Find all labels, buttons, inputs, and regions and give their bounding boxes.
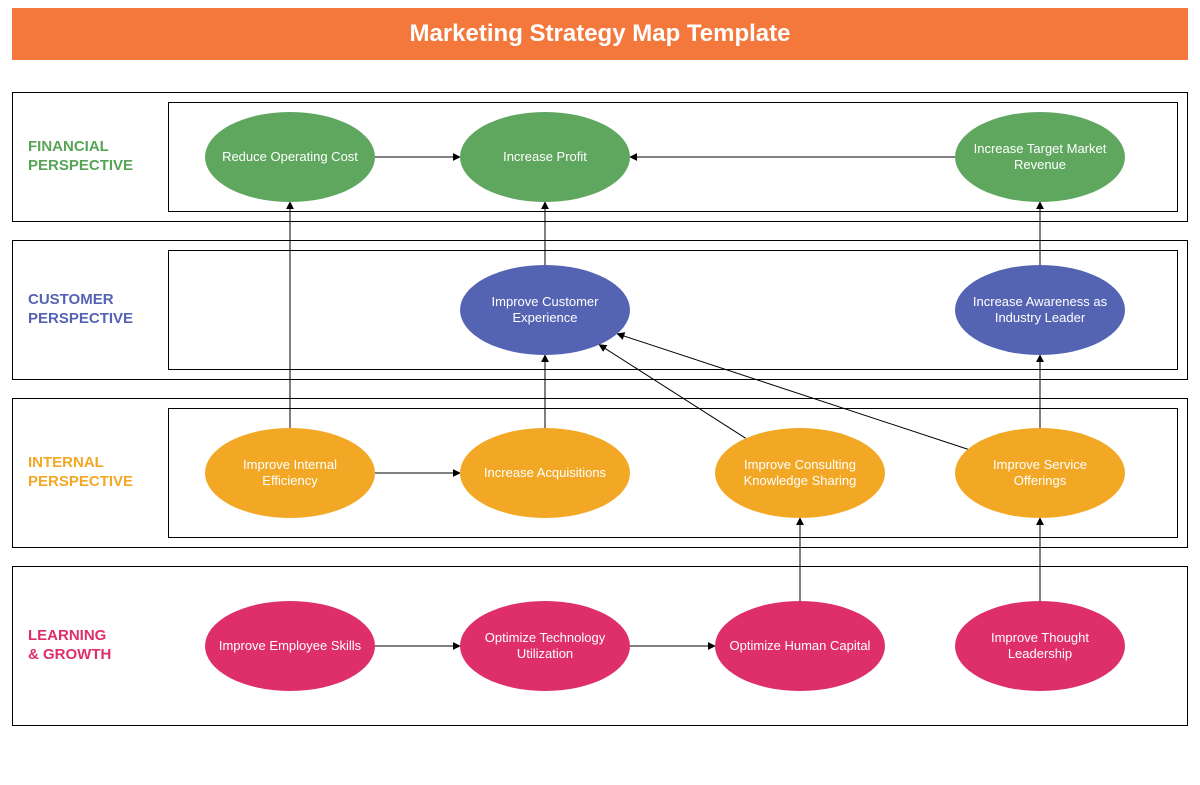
strategy-map-canvas: Marketing Strategy Map Template FINANCIA… xyxy=(0,0,1200,785)
node-label: Increase Acquisitions xyxy=(484,465,606,481)
node-improve-service: Improve Service Offerings xyxy=(955,428,1125,518)
node-label: Optimize Technology Utilization xyxy=(470,630,620,661)
node-label: Improve Consulting Knowledge Sharing xyxy=(725,457,875,488)
node-improve-thought: Improve Thought Leadership xyxy=(955,601,1125,691)
node-reduce-op-cost: Reduce Operating Cost xyxy=(205,112,375,202)
row-label-customer: CUSTOMER PERSPECTIVE xyxy=(28,240,158,380)
node-increase-profit: Increase Profit xyxy=(460,112,630,202)
node-improve-consult: Improve Consulting Knowledge Sharing xyxy=(715,428,885,518)
node-label: Improve Service Offerings xyxy=(965,457,1115,488)
node-increase-target: Increase Target Market Revenue xyxy=(955,112,1125,202)
node-label: Increase Target Market Revenue xyxy=(965,141,1115,172)
node-improve-int-eff: Improve Internal Efficiency xyxy=(205,428,375,518)
node-increase-acq: Increase Acquisitions xyxy=(460,428,630,518)
node-improve-cust-exp: Improve Customer Experience xyxy=(460,265,630,355)
node-label: Increase Awareness as Industry Leader xyxy=(965,294,1115,325)
node-increase-aware: Increase Awareness as Industry Leader xyxy=(955,265,1125,355)
row-label-text: CUSTOMER PERSPECTIVE xyxy=(28,291,133,329)
node-label: Improve Employee Skills xyxy=(219,638,361,654)
row-label-financial: FINANCIAL PERSPECTIVE xyxy=(28,92,158,222)
node-label: Reduce Operating Cost xyxy=(222,149,358,165)
node-improve-emp: Improve Employee Skills xyxy=(205,601,375,691)
node-label: Improve Thought Leadership xyxy=(965,630,1115,661)
node-optimize-human: Optimize Human Capital xyxy=(715,601,885,691)
row-label-learning: LEARNING & GROWTH xyxy=(28,566,158,726)
node-optimize-tech: Optimize Technology Utilization xyxy=(460,601,630,691)
row-label-text: INTERNAL PERSPECTIVE xyxy=(28,454,133,492)
row-label-text: FINANCIAL PERSPECTIVE xyxy=(28,138,133,176)
node-label: Increase Profit xyxy=(503,149,587,165)
node-label: Optimize Human Capital xyxy=(730,638,871,654)
page-title-text: Marketing Strategy Map Template xyxy=(410,20,791,48)
page-title: Marketing Strategy Map Template xyxy=(12,8,1188,60)
node-label: Improve Customer Experience xyxy=(470,294,620,325)
row-label-text: LEARNING & GROWTH xyxy=(28,627,111,665)
node-label: Improve Internal Efficiency xyxy=(215,457,365,488)
row-label-internal: INTERNAL PERSPECTIVE xyxy=(28,398,158,548)
